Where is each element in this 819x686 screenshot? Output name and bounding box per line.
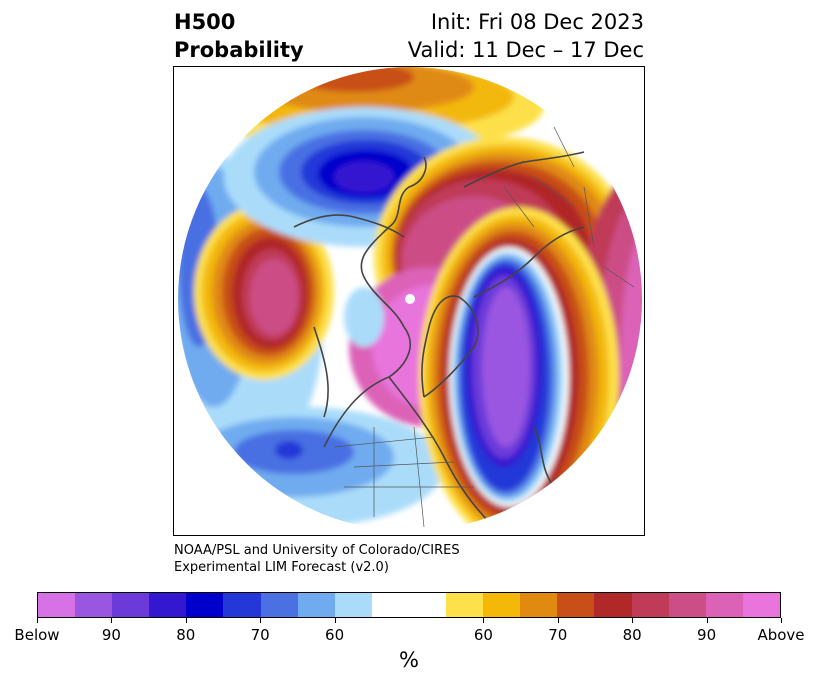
colorbar-tick-label: 70 — [548, 626, 568, 644]
valid-date: Valid: 11 Dec – 17 Dec — [407, 38, 644, 62]
credit-line-1: NOAA/PSL and University of Colorado/CIRE… — [174, 543, 460, 558]
colorbar-segment — [520, 593, 558, 617]
colorbar-segment — [594, 593, 632, 617]
colorbar-tick-label: 80 — [176, 626, 196, 644]
colorbar-tick-mark — [111, 618, 112, 623]
colorbar-tick-label: 90 — [697, 626, 717, 644]
colorbar-segment — [112, 593, 150, 617]
credit-line-2: Experimental LIM Forecast (v2.0) — [174, 560, 389, 575]
colorbar-segment — [483, 593, 521, 617]
colorbar-tick-mark — [707, 618, 708, 623]
colorbar-tick-label: 80 — [622, 626, 642, 644]
credit-text: NOAA/PSL and University of Colorado/CIRE… — [174, 542, 460, 576]
colorbar-segment — [557, 593, 595, 617]
colorbar-tick-label: 60 — [325, 626, 345, 644]
colorbar-segment — [371, 593, 409, 617]
colorbar-segment — [334, 593, 372, 617]
title-variable: H500 — [174, 10, 236, 34]
colorbar-segment — [75, 593, 113, 617]
colorbar-segment — [186, 593, 224, 617]
colorbar-segment — [297, 593, 335, 617]
colorbar-tick-mark — [186, 618, 187, 623]
colorbar-tick-mark — [37, 618, 38, 623]
colorbar — [37, 592, 781, 618]
colorbar-tick-label: Below — [14, 626, 60, 644]
colorbar-tick-mark — [335, 618, 336, 623]
polar-map-svg — [178, 67, 642, 531]
colorbar-segment — [223, 593, 261, 617]
colorbar-unit: % — [399, 648, 419, 672]
colorbar-segment — [38, 593, 76, 617]
colorbar-segment — [260, 593, 298, 617]
probability-shading — [178, 67, 642, 531]
plot-title: H500 Probability — [174, 8, 304, 64]
colorbar-segment — [149, 593, 187, 617]
forecast-dates: Init: Fri 08 Dec 2023 Valid: 11 Dec – 17… — [408, 8, 644, 64]
probability-map — [173, 66, 645, 536]
colorbar-tick-label: 90 — [101, 626, 121, 644]
colorbar-tick-label: 70 — [250, 626, 270, 644]
colorbar-segment — [408, 593, 447, 617]
colorbar-tick-label: Above — [757, 626, 805, 644]
colorbar-segment — [668, 593, 706, 617]
colorbar-tick-mark — [781, 618, 782, 623]
title-probability: Probability — [174, 38, 304, 62]
colorbar-tick-mark — [632, 618, 633, 623]
north-pole-marker — [405, 294, 415, 304]
colorbar-tick-mark — [558, 618, 559, 623]
colorbar-segment — [705, 593, 743, 617]
colorbar-tick-mark — [483, 618, 484, 623]
colorbar-tick-label: 60 — [473, 626, 493, 644]
colorbar-segment — [742, 593, 780, 617]
colorbar-segment — [631, 593, 669, 617]
colorbar-segment — [446, 593, 484, 617]
init-date: Init: Fri 08 Dec 2023 — [430, 10, 644, 34]
colorbar-tick-mark — [260, 618, 261, 623]
